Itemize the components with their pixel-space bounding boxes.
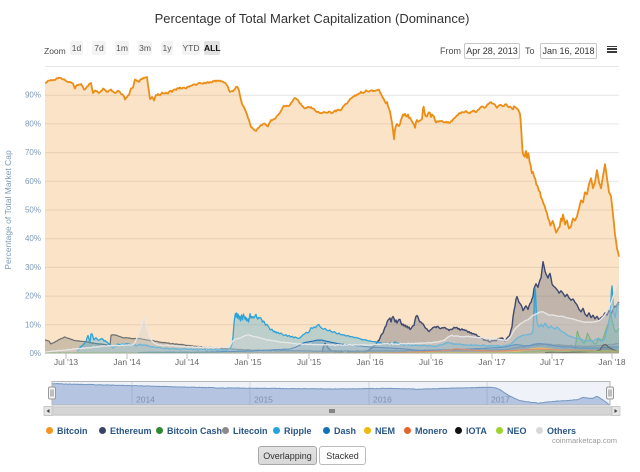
svg-text:90%: 90% [25,91,41,100]
svg-text:Jan '16: Jan '16 [356,357,383,367]
svg-text:2017: 2017 [491,395,510,405]
svg-text:Jul '15: Jul '15 [297,357,322,367]
svg-text:Jan '18: Jan '18 [598,357,625,367]
svg-text:10%: 10% [25,320,41,329]
svg-text:30%: 30% [25,263,41,272]
svg-text:Percentage of Total Market Cap: Percentage of Total Market Cap [3,150,13,270]
svg-text:Jan '15: Jan '15 [234,357,261,367]
svg-text:Jan '14: Jan '14 [113,357,140,367]
svg-text:70%: 70% [25,148,41,157]
svg-text:2014: 2014 [136,395,155,405]
svg-text:Jul '16: Jul '16 [419,357,444,367]
svg-text:40%: 40% [25,234,41,243]
svg-text:Jul '13: Jul '13 [54,357,79,367]
svg-text:0%: 0% [29,349,41,358]
svg-text:50%: 50% [25,206,41,215]
svg-text:80%: 80% [25,119,41,128]
svg-text:2015: 2015 [254,395,273,405]
svg-text:2016: 2016 [373,395,392,405]
svg-text:Jan '17: Jan '17 [478,357,505,367]
svg-text:60%: 60% [25,177,41,186]
svg-text:20%: 20% [25,292,41,301]
svg-text:Jul '14: Jul '14 [175,357,200,367]
svg-text:Jul '17: Jul '17 [540,357,565,367]
